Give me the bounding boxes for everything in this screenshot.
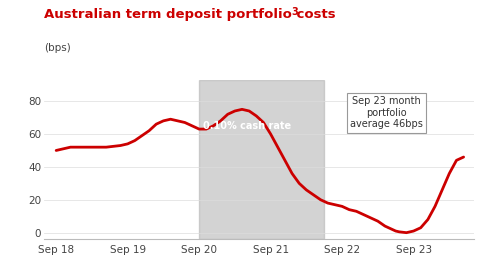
Text: Australian term deposit portfolio costs: Australian term deposit portfolio costs (44, 8, 335, 21)
Text: (bps): (bps) (44, 43, 71, 53)
Text: 3: 3 (290, 7, 297, 17)
Bar (199, 80, 324, 239)
Text: Sep 23 month
portfolio
average 46bps: Sep 23 month portfolio average 46bps (349, 96, 422, 130)
Text: 0.10% cash rate: 0.10% cash rate (203, 121, 291, 131)
